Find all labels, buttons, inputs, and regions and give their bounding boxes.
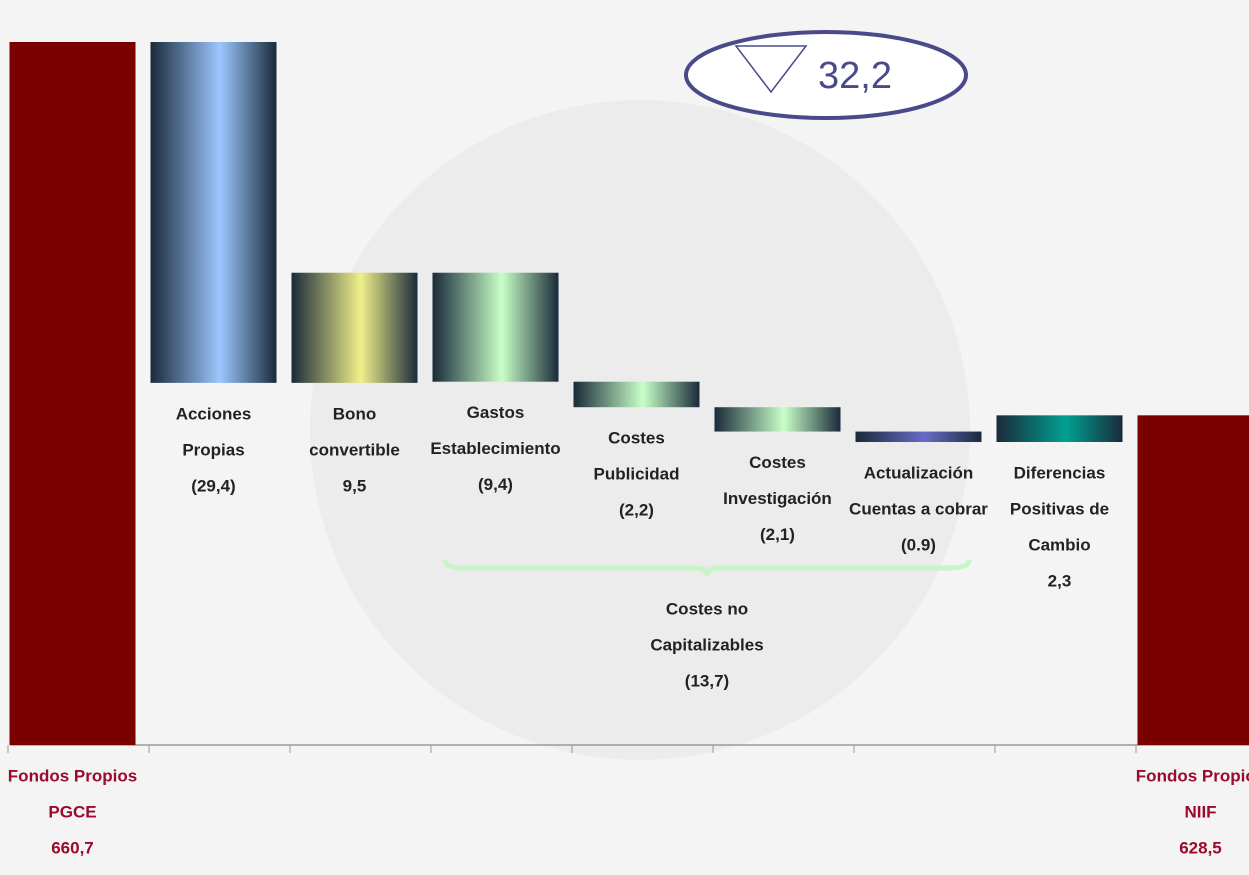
category-label: Positivas de	[1010, 499, 1109, 518]
category-label: Diferencias	[1014, 463, 1106, 482]
annotation-label: (13,7)	[685, 671, 729, 690]
category-label: Actualización	[864, 463, 974, 482]
summary-oval	[684, 30, 968, 120]
value-label: (29,4)	[191, 476, 235, 495]
category-label: NIIF	[1184, 802, 1216, 821]
annotation-label: Capitalizables	[650, 635, 763, 654]
category-label: Investigación	[723, 489, 832, 508]
category-label: convertible	[309, 440, 400, 459]
bar	[432, 272, 559, 382]
value-label: (2,1)	[760, 525, 795, 544]
category-label: PGCE	[48, 802, 96, 821]
category-label: Fondos Propios	[8, 766, 137, 785]
bar	[855, 431, 982, 442]
bar	[291, 272, 418, 383]
bar	[996, 415, 1123, 442]
bar	[714, 407, 841, 432]
category-label: Costes	[608, 429, 665, 448]
category-label: Fondos Propios	[1136, 766, 1249, 785]
category-label: Establecimiento	[430, 439, 560, 458]
category-label: Cuentas a cobrar	[849, 499, 988, 518]
value-label: (0.9)	[901, 535, 936, 554]
category-label: Bono	[333, 404, 376, 423]
summary-label: 32,2	[818, 55, 892, 97]
value-label: (9,4)	[478, 475, 513, 494]
bar	[150, 42, 277, 383]
value-label: 660,7	[51, 838, 94, 857]
decrease-icon	[734, 45, 808, 94]
category-label: Acciones	[176, 404, 252, 423]
bar	[9, 42, 136, 745]
category-label: Propias	[182, 440, 244, 459]
brace	[442, 559, 972, 577]
category-label: Costes	[749, 453, 806, 472]
value-label: 628,5	[1179, 838, 1222, 857]
background-decoration	[310, 100, 970, 760]
bar	[573, 381, 700, 408]
annotation-label: Costes no	[666, 599, 748, 618]
value-label: (2,2)	[619, 501, 654, 520]
category-label: Cambio	[1028, 535, 1090, 554]
value-label: 2,3	[1048, 571, 1072, 590]
value-label: 9,5	[343, 476, 367, 495]
bar	[1137, 415, 1249, 745]
category-label: Gastos	[467, 403, 525, 422]
category-label: Publicidad	[594, 465, 680, 484]
